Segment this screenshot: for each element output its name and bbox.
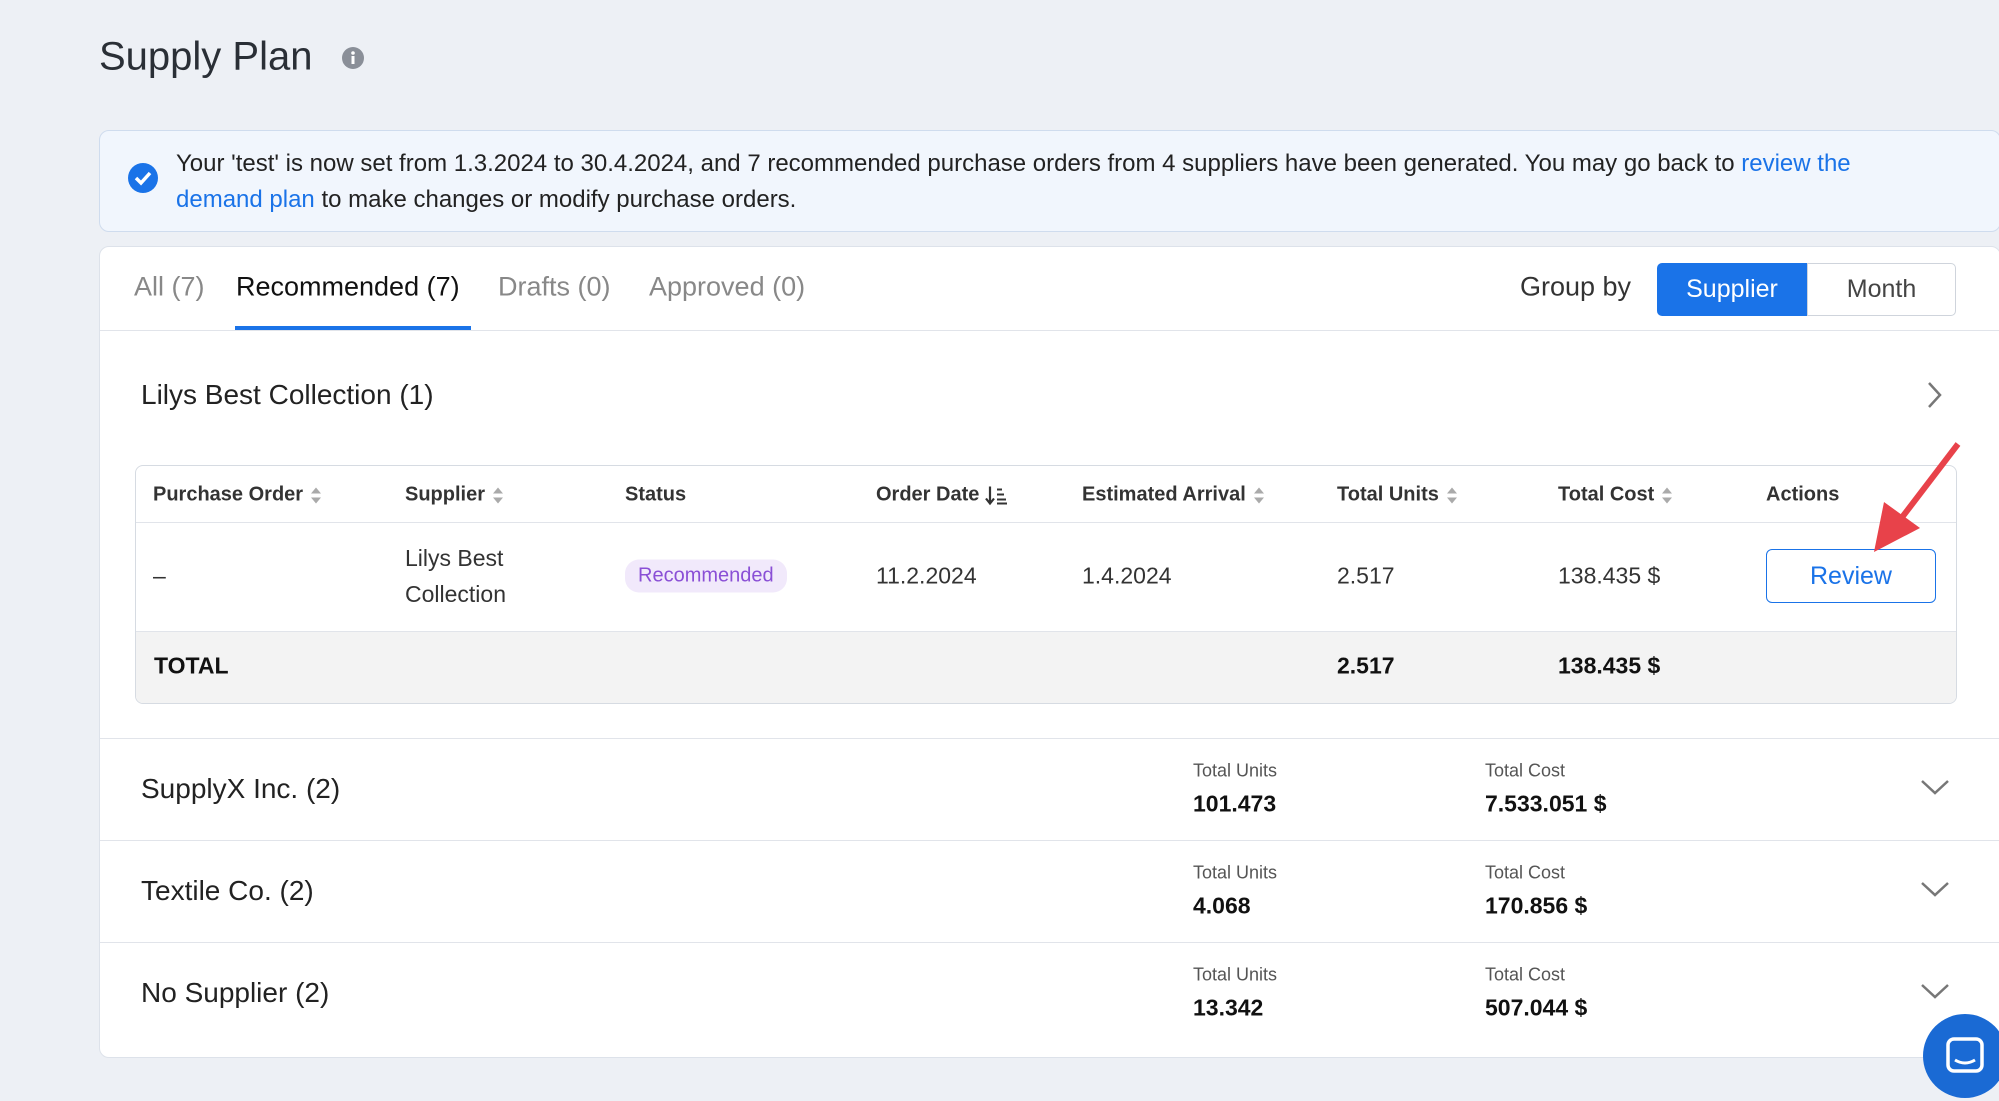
tab[interactable]: Drafts (0) bbox=[498, 271, 611, 302]
chat-button[interactable] bbox=[1923, 1014, 1999, 1101]
chevron-down[interactable] bbox=[1920, 777, 1950, 797]
alert-text-before: Your 'test' is now set from 1.3.2024 to … bbox=[176, 150, 1742, 177]
units-value: 4.068 bbox=[1193, 892, 1251, 919]
cell: Lilys Best Collection bbox=[405, 545, 506, 607]
divider bbox=[100, 942, 1999, 943]
column-header: Actions bbox=[1766, 483, 1840, 506]
alert bbox=[99, 130, 1999, 232]
cell: 11.2.2024 bbox=[876, 562, 977, 589]
info-icon[interactable] bbox=[341, 46, 365, 70]
chevron-down[interactable] bbox=[1920, 981, 1950, 1001]
total-cost: 138.435 $ bbox=[1558, 652, 1661, 679]
units-label: Total Units bbox=[1193, 862, 1278, 883]
sort-icon[interactable] bbox=[1660, 484, 1674, 506]
column-header: Purchase Order bbox=[153, 484, 323, 507]
annotation-arrow bbox=[1874, 442, 1961, 552]
cell: 2.517 bbox=[1337, 562, 1395, 589]
group-name[interactable]: Lilys Best Collection (1) bbox=[141, 379, 434, 410]
group-name: Textile Co. (2) bbox=[141, 875, 314, 906]
total-label: TOTAL bbox=[154, 652, 229, 679]
group-by-label: Group by bbox=[1520, 271, 1632, 302]
table bbox=[135, 465, 1957, 704]
column-header: Order Date bbox=[876, 484, 1009, 507]
cell: 1.4.2024 bbox=[1082, 562, 1172, 589]
cost-label: Total Cost bbox=[1485, 862, 1566, 883]
cost-value: 170.856 $ bbox=[1485, 892, 1588, 919]
divider bbox=[100, 738, 1999, 739]
column-header: Total Cost bbox=[1558, 484, 1674, 507]
sort-icon[interactable] bbox=[309, 484, 323, 506]
units-value: 13.342 bbox=[1193, 994, 1264, 1021]
alert-text-after: to make changes or modify purchase order… bbox=[314, 186, 797, 213]
column-header: Supplier bbox=[405, 484, 505, 507]
status-badge: Recommended bbox=[625, 559, 787, 593]
cost-value: 7.533.051 $ bbox=[1485, 790, 1607, 817]
review-button[interactable]: Review bbox=[1766, 549, 1936, 603]
sort-icon[interactable] bbox=[1445, 484, 1459, 506]
sort-icon[interactable] bbox=[985, 484, 1009, 506]
tab-active[interactable]: Recommended (7) bbox=[236, 271, 460, 302]
group-by-supplier[interactable]: Supplier bbox=[1657, 263, 1807, 316]
page-title: Supply Plan bbox=[99, 34, 313, 79]
cost-label: Total Cost bbox=[1485, 760, 1566, 781]
column-header: Total Units bbox=[1337, 484, 1459, 507]
column-header: Status bbox=[625, 483, 687, 506]
cost-value: 507.044 $ bbox=[1485, 994, 1588, 1021]
row-divider bbox=[136, 522, 1956, 523]
chevron-down[interactable] bbox=[1920, 879, 1950, 899]
tab[interactable]: All (7) bbox=[134, 271, 205, 302]
divider bbox=[100, 330, 1999, 331]
row-divider bbox=[136, 631, 1956, 632]
units-value: 101.473 bbox=[1193, 790, 1277, 817]
cell: – bbox=[153, 562, 166, 589]
tab-underline bbox=[235, 326, 471, 330]
cell: 138.435 $ bbox=[1558, 562, 1661, 589]
group-name: No Supplier (2) bbox=[141, 977, 330, 1008]
check-icon bbox=[128, 163, 158, 193]
alert-link[interactable]: review the demand plan bbox=[176, 150, 1851, 213]
column-header: Estimated Arrival bbox=[1082, 484, 1266, 507]
alert-text: Your 'test' is now set from 1.3.2024 to … bbox=[176, 146, 1936, 218]
group-by-month[interactable]: Month bbox=[1807, 263, 1956, 316]
sort-icon[interactable] bbox=[491, 484, 505, 506]
sort-icon[interactable] bbox=[1252, 484, 1266, 506]
total-row-bg bbox=[136, 631, 1956, 703]
cost-label: Total Cost bbox=[1485, 964, 1566, 985]
units-label: Total Units bbox=[1193, 760, 1278, 781]
tab[interactable]: Approved (0) bbox=[649, 271, 806, 302]
chevron-right[interactable] bbox=[1922, 380, 1946, 410]
divider bbox=[100, 840, 1999, 841]
total-units: 2.517 bbox=[1337, 652, 1395, 679]
units-label: Total Units bbox=[1193, 964, 1278, 985]
group-name: SupplyX Inc. (2) bbox=[141, 773, 341, 804]
